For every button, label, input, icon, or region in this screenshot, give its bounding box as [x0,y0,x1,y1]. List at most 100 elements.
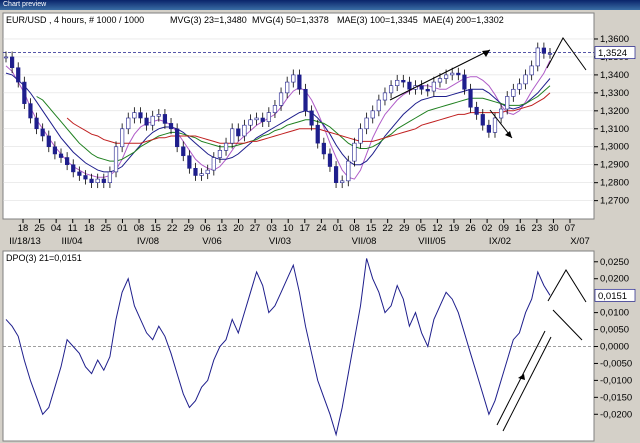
dpo-tick-label: 0,0050 [600,325,629,336]
candle-body [200,174,204,176]
day-tick-label: 06 [200,223,211,234]
day-tick-label: 20 [233,223,244,234]
price-legend: EUR/USD , 4 hours, # 1000 / 1000 MVG(3) … [6,15,504,25]
dpo-tick-label: -0,0100 [600,375,632,386]
candle-body [322,143,326,154]
day-tick-label: 18 [84,223,95,234]
candle-body [377,100,381,111]
legend-mvg3: MVG(3) 23=1,3480 [170,15,247,25]
candle-body [383,93,387,100]
candle-body [181,147,185,156]
candle-body [475,107,479,114]
month-tick-label: VIII/05 [418,236,445,247]
day-tick-label: 01 [333,223,344,234]
candle-body [53,147,57,154]
candle-body [78,172,82,176]
candle-body [463,75,467,89]
candle-body [65,158,69,165]
candle-body [542,48,546,53]
candle-body [139,113,143,118]
candle-body [548,53,552,54]
candle-body [408,82,412,89]
day-tick-label: 22 [382,223,393,234]
dpo-tick-label: 0,0200 [600,274,629,285]
month-tick-label: VI/03 [269,236,291,247]
candle-body [469,89,473,107]
dpo-tick-label: -0,0150 [600,392,632,403]
month-tick-label: X/07 [570,236,590,247]
candle-body [71,165,75,172]
dpo-tick-label: -0,0050 [600,358,632,369]
day-tick-label: 12 [432,223,443,234]
candle-body [346,161,350,181]
day-tick-label: 29 [399,223,410,234]
day-tick-label: 02 [482,223,493,234]
day-tick-label: 04 [51,223,62,234]
day-tick-label: 16 [515,223,526,234]
candle-body [481,114,485,125]
candle-body [243,125,247,136]
candle-body [90,179,94,183]
candle-body [334,167,338,183]
day-tick-label: 08 [349,223,360,234]
window-title-bar: Chart preview [0,0,640,10]
day-tick-label: 26 [465,223,476,234]
candle-body [102,179,106,183]
day-tick-label: 15 [150,223,161,234]
candle-body [450,73,454,75]
candle-body [230,129,234,143]
candle-body [47,136,51,147]
last-price-label: 1,3524 [598,48,627,59]
candle-body [249,120,253,125]
candle-body [505,96,509,109]
candle-body [291,75,295,82]
window-title: Chart preview [3,1,46,8]
price-plot-area [3,13,594,219]
candle-body [126,118,130,129]
month-tick-label: III/04 [61,236,82,247]
candle-body [365,118,369,129]
candle-body [389,86,393,93]
day-tick-label: 15 [366,223,377,234]
candle-body [157,114,161,116]
candle-body [224,143,228,150]
candle-body [285,82,289,93]
candle-body [114,147,118,172]
candle-body [194,168,198,175]
candle-body [236,129,240,136]
candle-body [395,80,399,85]
day-tick-label: 09 [498,223,509,234]
dpo-last-label: 0,0151 [598,291,627,302]
candle-body [261,118,265,122]
candle-body [432,82,436,91]
candle-body [304,89,308,111]
candle-body [316,125,320,143]
chart-canvas: 1,36001,35001,34001,33001,32001,31001,30… [0,10,640,443]
price-tick-label: 1,3600 [600,34,629,45]
candle-body [16,68,20,82]
candle-body [35,118,39,129]
price-tick-label: 1,3300 [600,88,629,99]
price-y-axis: 1,36001,35001,34001,33001,32001,31001,30… [594,34,635,207]
day-tick-label: 03 [266,223,277,234]
day-tick-label: 23 [532,223,543,234]
day-tick-label: 19 [449,223,460,234]
candle-body [438,78,442,82]
candle-body [218,150,222,157]
day-tick-label: 25 [101,223,112,234]
legend-symbol: EUR/USD , 4 hours, # 1000 / 1000 [6,15,144,25]
price-tick-label: 1,3400 [600,70,629,81]
candle-body [359,129,363,143]
day-tick-label: 29 [183,223,194,234]
candle-body [518,84,522,89]
day-tick-label: 05 [416,223,427,234]
candle-body [310,111,314,125]
dpo-tick-label: 0,0100 [600,308,629,319]
candle-body [353,143,357,161]
candle-body [267,113,271,122]
candle-body [420,86,424,90]
candle-body [175,129,179,147]
day-tick-label: 13 [217,223,228,234]
candle-body [4,57,8,58]
dpo-y-axis: 0,02500,02000,01000,00500,0000-0,0050-0,… [594,257,635,421]
